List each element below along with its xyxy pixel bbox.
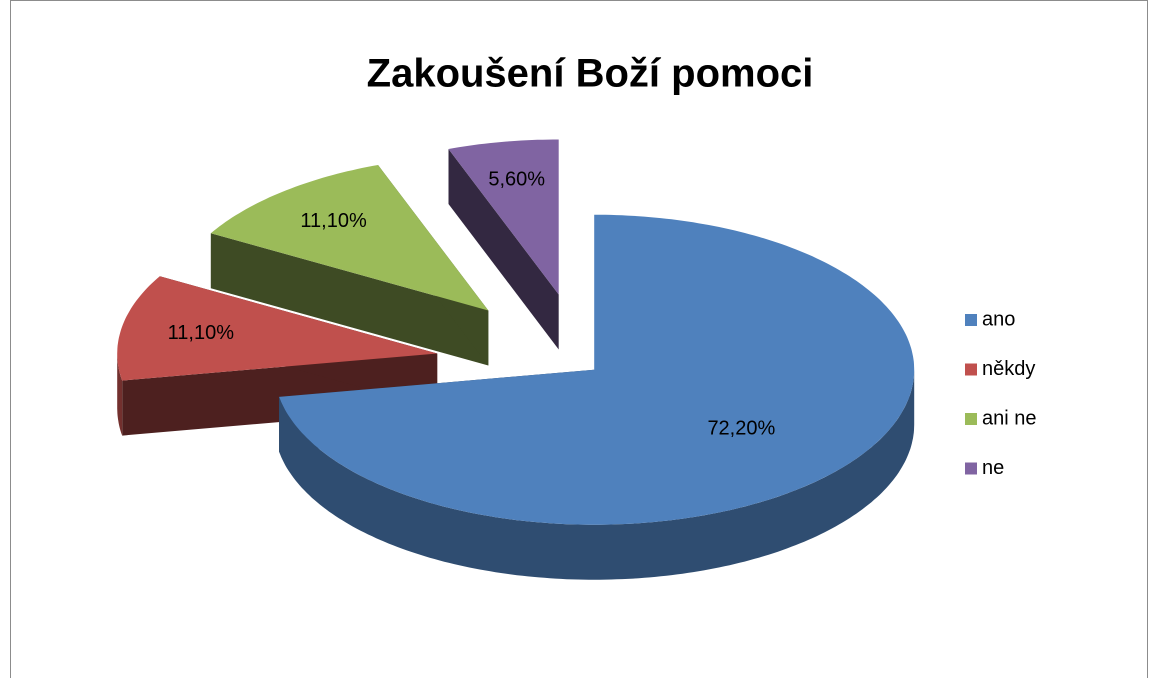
legend-swatch	[965, 413, 977, 425]
chart-title: Zakoušení Boží pomoci	[367, 52, 814, 96]
legend-swatch	[965, 462, 977, 475]
legend-label: ano	[982, 308, 1015, 330]
slice-side	[448, 149, 559, 350]
legend-label: někdy	[982, 358, 1035, 380]
legend-swatch	[965, 363, 977, 376]
slice-side	[210, 233, 489, 366]
slice	[279, 214, 915, 525]
legend-label: ne	[982, 457, 1004, 479]
data-label: 72,20%	[707, 418, 775, 440]
legend-label: ani ne	[982, 407, 1037, 429]
slice-wall	[117, 353, 123, 436]
data-label: 11,10%	[300, 210, 367, 232]
slice	[210, 165, 489, 311]
slice	[448, 139, 559, 295]
data-label: 11,10%	[168, 322, 235, 344]
legend-swatch	[965, 314, 977, 326]
slice	[117, 276, 438, 381]
slice-wall	[279, 369, 915, 580]
data-label: 5,60%	[488, 168, 545, 190]
